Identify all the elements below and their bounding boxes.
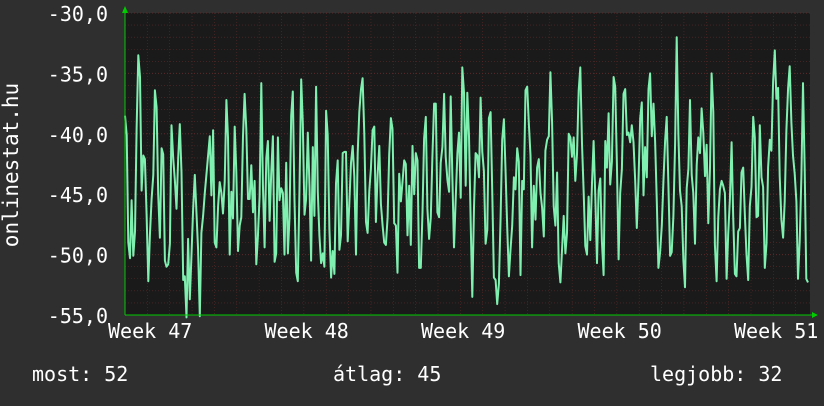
stat-current-label: most: [32, 362, 93, 386]
x-tick-labels: Week 47 Week 48 Week 49 Week 50 Week 51 [108, 319, 818, 343]
y-tick-label: -35,0 [48, 62, 108, 86]
x-tick-label: Week 51 [734, 319, 818, 343]
x-tick-label: Week 49 [421, 319, 505, 343]
y-tick-label: -45,0 [48, 183, 108, 207]
x-tick-label: Week 50 [578, 319, 662, 343]
stat-average-value: 45 [417, 362, 442, 386]
stat-average: átlag: 45 [333, 362, 441, 386]
y-axis-label: onlinestat.hu [0, 83, 23, 247]
stat-best-label: legjobb: [650, 362, 747, 386]
stat-current-value: 52 [104, 362, 129, 386]
y-tick-label: -40,0 [48, 123, 108, 147]
stat-current: most: 52 [32, 362, 128, 386]
x-tick-label: Week 48 [265, 319, 349, 343]
y-tick-label: -30,0 [48, 2, 108, 26]
y-tick-labels: -30,0 -35,0 -40,0 -45,0 -50,0 -55,0 [48, 2, 108, 328]
stat-best: legjobb: 32 [650, 362, 782, 386]
x-tick-label: Week 47 [108, 319, 192, 343]
stat-average-label: átlag: [333, 362, 406, 386]
series-line [124, 36, 809, 319]
y-axis-arrow-icon [122, 6, 128, 13]
x-axis-arrow-icon [812, 312, 818, 318]
y-tick-label: -50,0 [48, 244, 108, 268]
y-tick-label: -55,0 [48, 304, 108, 328]
stat-best-value: 32 [758, 362, 783, 386]
